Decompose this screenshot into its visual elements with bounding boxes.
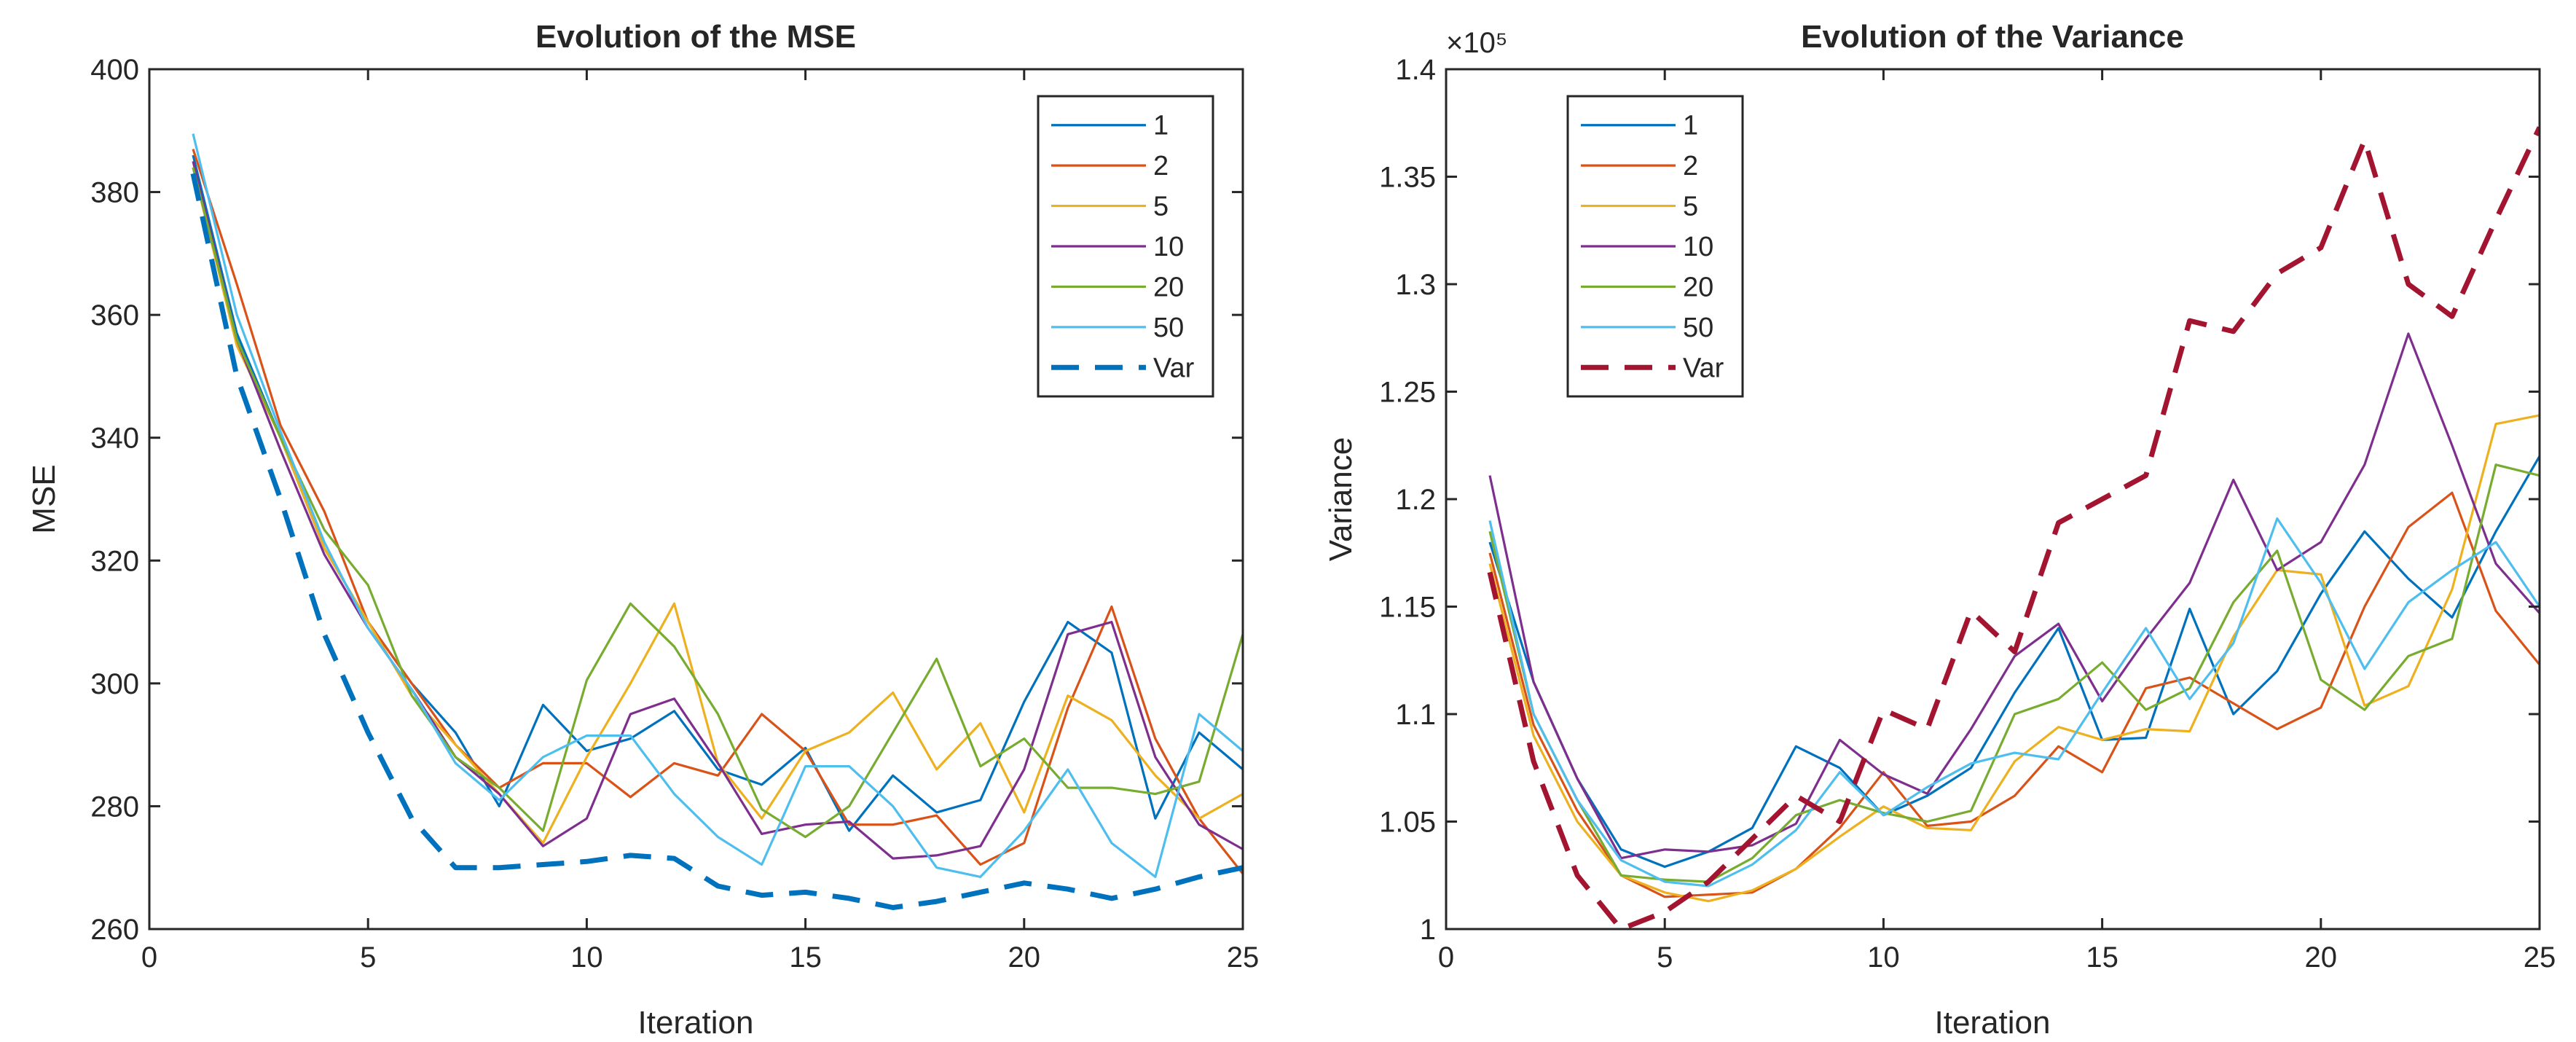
series-line-20 <box>1488 463 2540 883</box>
series-layer <box>190 133 1243 910</box>
y-tick-label: 340 <box>90 423 139 455</box>
x-axis-label: Iteration <box>1935 1005 2051 1041</box>
series-layer <box>1487 126 2540 929</box>
legend-label: 2 <box>1683 151 1698 181</box>
y-tick-label: 1.05 <box>1379 807 1436 839</box>
series-line-10 <box>1488 332 2540 860</box>
series-line-var <box>1487 126 2540 929</box>
series-line-var <box>190 173 1243 910</box>
chart-title: Evolution of the MSE <box>535 19 856 55</box>
chart-title: Evolution of the Variance <box>1801 19 2184 55</box>
y-tick-label: 300 <box>90 668 139 700</box>
y-tick-label: 1.1 <box>1395 699 1436 731</box>
y-tick-label: 260 <box>90 914 139 946</box>
y-tick-label: 360 <box>90 299 139 332</box>
x-tick-label: 15 <box>2086 941 2118 974</box>
x-tick-label: 10 <box>1867 941 1900 974</box>
x-tick-label: 25 <box>2524 941 2556 974</box>
x-tick-label: 10 <box>570 941 603 974</box>
series-line-5 <box>1488 414 2540 903</box>
x-tick-label: 20 <box>2305 941 2338 974</box>
x-tick-label: 5 <box>360 941 376 974</box>
x-tick-label: 0 <box>1438 941 1454 974</box>
legend-label: 50 <box>1683 313 1713 343</box>
exponent-label: ×10⁵ <box>1446 27 1507 59</box>
y-tick-label: 320 <box>90 545 139 577</box>
y-tick-label: 1.3 <box>1395 269 1436 301</box>
y-tick-label: 380 <box>90 177 139 209</box>
y-tick-label: 1.15 <box>1379 592 1436 624</box>
y-tick-label: 1.35 <box>1379 162 1436 194</box>
legend-label: 1 <box>1153 111 1169 141</box>
x-tick-label: 5 <box>1657 941 1673 974</box>
x-axis-label: Iteration <box>638 1005 754 1041</box>
legend-label: 2 <box>1153 151 1169 181</box>
legend-label: 50 <box>1153 313 1184 343</box>
legend-label: 5 <box>1153 192 1169 222</box>
y-axis-label: MSE <box>26 464 62 533</box>
legend-label: 20 <box>1153 272 1184 302</box>
legend: 1 2 5 10 20 50 Var <box>1037 95 1214 398</box>
y-tick-label: 280 <box>90 791 139 823</box>
legend-label: Var <box>1153 353 1195 383</box>
series-line-1 <box>1488 455 2540 869</box>
legend-label: 10 <box>1153 232 1184 262</box>
y-tick-label: 1.4 <box>1395 54 1436 86</box>
series-line-2 <box>1488 491 2540 898</box>
legend-label: 10 <box>1683 232 1713 262</box>
x-tick-label: 25 <box>1227 941 1260 974</box>
y-tick-label: 1.25 <box>1379 377 1436 409</box>
legend: 1 2 5 10 20 50 Var <box>1566 95 1744 398</box>
legend-label: Var <box>1683 353 1724 383</box>
y-tick-label: 1 <box>1420 914 1436 946</box>
x-tick-label: 20 <box>1008 941 1041 974</box>
legend-label: 20 <box>1683 272 1713 302</box>
legend-label: 1 <box>1683 111 1698 141</box>
series-line-20 <box>192 167 1243 839</box>
y-tick-label: 1.2 <box>1395 484 1436 516</box>
series-line-50 <box>1488 517 2540 888</box>
series-line-50 <box>192 133 1243 879</box>
chart-variance: 0 5 10 15 20 2511.051.11.151.21.251.31.351.4 … <box>1323 19 2556 1041</box>
x-tick-label: 15 <box>789 941 822 974</box>
y-axis-label: Variance <box>1323 437 1359 561</box>
axes-box <box>148 68 1244 931</box>
y-tick-label: 400 <box>90 54 139 86</box>
legend-label: 5 <box>1683 192 1698 222</box>
x-tick-label: 0 <box>141 941 157 974</box>
